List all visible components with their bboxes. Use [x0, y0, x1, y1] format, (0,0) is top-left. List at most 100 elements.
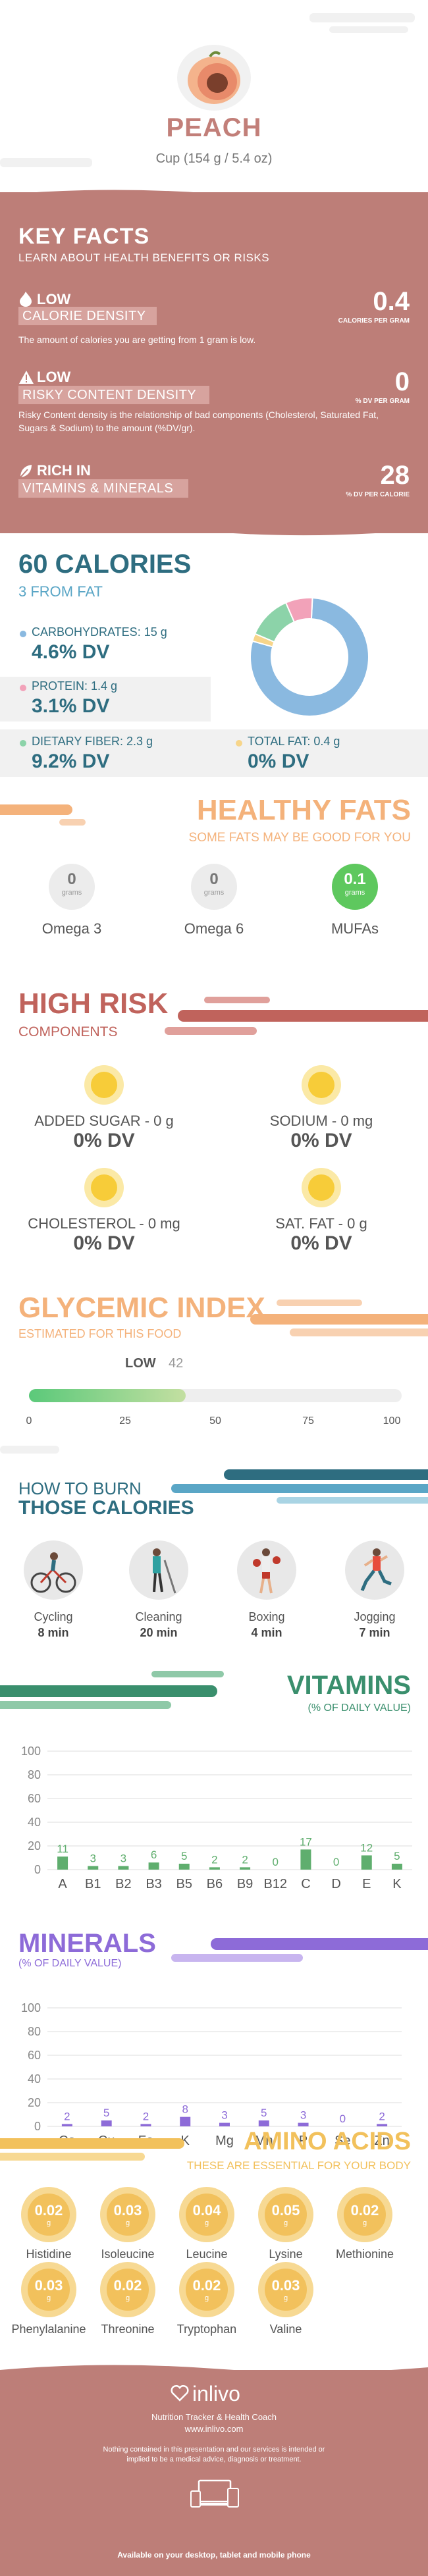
sat-fat-label: SAT. FAT - 0 g [275, 1215, 367, 1232]
serving-size: Cup (154 g / 5.4 oz) [155, 151, 273, 166]
minerals-bar [180, 2116, 191, 2126]
omega3-value: 0 [67, 870, 76, 888]
vitamins-ytick-label: 0 [34, 1863, 41, 1876]
calorie-density-label: CALORIE DENSITY [18, 307, 157, 325]
vitamins-bar [57, 1856, 68, 1870]
gi-value: 42 [169, 1356, 184, 1371]
risky-density-label: RISKY CONTENT DENSITY [18, 386, 209, 404]
amino-circle: 0.02 g [179, 2262, 234, 2317]
calorie-level: LOW [37, 291, 71, 307]
vitamins-bar [118, 1866, 129, 1870]
amino-inner: 0.02 g [107, 2269, 149, 2311]
footer [0, 2370, 428, 2576]
sodium-dv: 0% DV [290, 1130, 352, 1151]
minerals-category-label: Mn [255, 2134, 273, 2148]
amino-unit: g [125, 2219, 130, 2227]
cycling-name: Cycling [34, 1610, 73, 1623]
amino-circle: 0.02 g [100, 2262, 155, 2317]
minerals-bar [140, 2124, 151, 2126]
amino-value: 0.03 [113, 2202, 142, 2219]
cholesterol-dv: 0% DV [73, 1232, 135, 1254]
fat-dot [236, 740, 242, 747]
minerals-value-label: 2 [64, 2110, 70, 2122]
deco-bar [224, 1469, 428, 1480]
deco-bar [277, 1497, 428, 1504]
vitamins-chart: 0 20 40 60 80 100 11 A 3 B1 3 B2 6 B3 5 B5 2 B6 2 B9 0 B12 17 C… [21, 1745, 412, 1891]
healthy-fats-subtitle: SOME FATS MAY BE GOOD FOR YOU [188, 831, 411, 845]
carbs-label: CARBOHYDRATES: 15 g [32, 625, 167, 639]
deco-bar [178, 1010, 428, 1022]
smiley-icon [302, 1065, 341, 1105]
minerals-bar [258, 2120, 269, 2126]
peach-icon [174, 39, 254, 112]
mufa-value: 0.1 [344, 870, 366, 888]
brand-url[interactable]: www.inlivo.com [184, 2424, 244, 2434]
amino-inner: 0.03 g [265, 2269, 307, 2311]
minerals-bar [61, 2124, 72, 2126]
minerals-chart: 0204060801002Ca5Cu2Fe8K3Mg5Mn3P0Se2Zn [21, 2001, 402, 2148]
risky-density-value: 0 [394, 367, 410, 396]
amino-unit: g [362, 2219, 367, 2227]
vitamins-category-label: K [392, 1877, 402, 1891]
minerals-ytick-label: 20 [28, 2096, 41, 2109]
amino-value: 0.02 [350, 2202, 379, 2219]
amino-unit: g [46, 2294, 51, 2302]
vitamins-bar [240, 1867, 251, 1870]
amino-circle: 0.05 g [258, 2187, 313, 2242]
gi-tick-50: 50 [209, 1415, 221, 1427]
vitamins-bar [148, 1862, 159, 1870]
minerals-bar [101, 2120, 112, 2126]
amino-value: 0.04 [192, 2202, 221, 2219]
wave-divider [0, 524, 428, 536]
minerals-subtitle: (% OF DAILY VALUE) [18, 1958, 122, 1969]
fiber-dot [20, 740, 26, 747]
cleaning-name: Cleaning [135, 1610, 182, 1623]
smiley-icon [302, 1168, 341, 1207]
vitamins-category-label: A [58, 1877, 67, 1891]
minerals-value-label: 2 [379, 2110, 385, 2122]
amino-inner: 0.03 g [28, 2269, 70, 2311]
amino-circle: 0.04 g [179, 2187, 234, 2242]
vitamins-category-label: D [331, 1877, 340, 1891]
risky-density-desc: Risky Content density is the relationshi… [18, 409, 379, 433]
vitamins-value-label: 11 [57, 1843, 68, 1855]
vitamins-value-label: 2 [242, 1853, 248, 1866]
calorie-density-desc: The amount of calories you are getting f… [18, 334, 256, 345]
vitamins-value-label: 0 [273, 1856, 279, 1868]
smiley-icon [84, 1065, 124, 1105]
sat-fat-dv: 0% DV [290, 1232, 352, 1254]
fiber-label: DIETARY FIBER: 2.3 g [32, 735, 153, 748]
mufa-unit: grams [344, 889, 365, 897]
amino-circle: 0.02 g [21, 2187, 76, 2242]
minerals-value-label: 8 [182, 2103, 188, 2116]
vitamins-category-label: B1 [85, 1877, 101, 1891]
omega3-unit: grams [61, 889, 82, 897]
risky-density-unit: % DV PER GRAM [355, 398, 410, 405]
gi-tick-75: 75 [302, 1415, 314, 1427]
brand-name: inlivo [192, 2382, 240, 2405]
gi-tick-0: 0 [26, 1415, 32, 1427]
availability: Available on your desktop, tablet and mo… [117, 2550, 311, 2560]
wave-divider [0, 2365, 428, 2377]
cholesterol-label: CHOLESTEROL - 0 mg [28, 1215, 180, 1232]
vitamins-title: VITAMINS [286, 1671, 411, 1700]
minerals-ytick-label: 60 [28, 2049, 41, 2062]
vitamins-value-label: 5 [394, 1850, 400, 1862]
gi-tick-25: 25 [119, 1415, 131, 1427]
flame-icon [18, 291, 33, 307]
minerals-title: MINERALS [18, 1929, 156, 1958]
calories-title: 60 CALORIES [18, 550, 192, 579]
vitamins-category-label: B3 [146, 1877, 161, 1891]
vitamins-ytick-label: 100 [21, 1745, 41, 1758]
amino-name: Lysine [269, 2247, 303, 2261]
high-risk-subtitle: COMPONENTS [18, 1024, 118, 1039]
vitamins-category-label: B5 [176, 1877, 192, 1891]
amino-name: Tryptophan [176, 2323, 237, 2336]
glycemic-title: GLYCEMIC INDEX [18, 1292, 265, 1324]
cycling-icon [24, 1540, 83, 1600]
vitamins-category-label: E [362, 1877, 371, 1891]
amino-name: Leucine [186, 2247, 228, 2261]
vitamins-value-label: 6 [151, 1849, 157, 1861]
glycemic-subtitle: ESTIMATED FOR THIS FOOD [18, 1327, 182, 1340]
amino-inner: 0.04 g [186, 2194, 228, 2236]
